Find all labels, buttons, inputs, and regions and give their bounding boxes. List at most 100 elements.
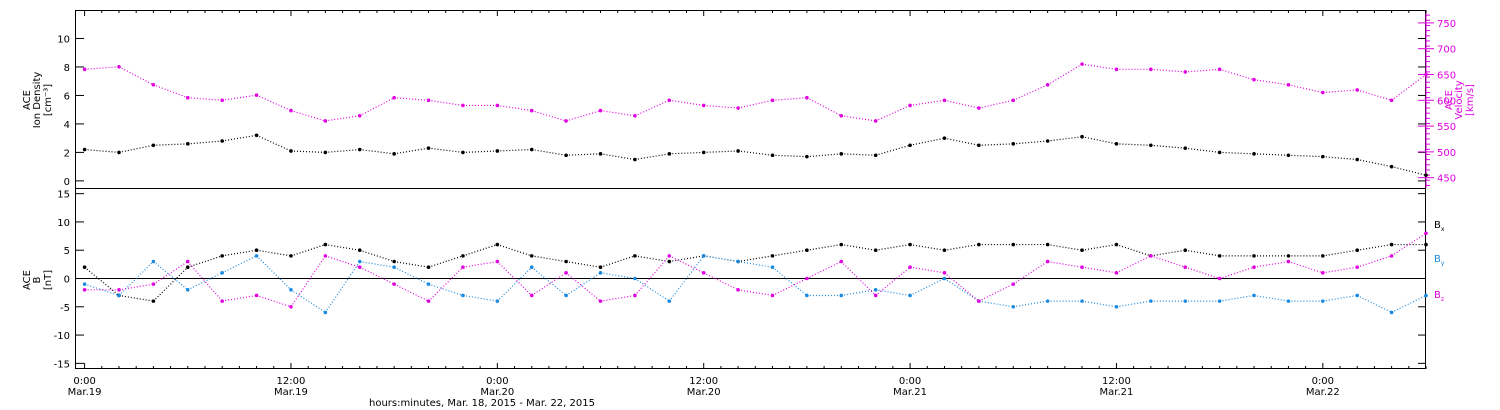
- field-bz-trace: [840, 261, 877, 296]
- velocity-trace: [118, 66, 154, 86]
- field-bz-trace: [325, 255, 360, 268]
- field-bz-trace: [1219, 266, 1255, 280]
- field-axis-label: ACE B [nT]: [22, 270, 54, 290]
- field-bx-trace: [84, 266, 120, 296]
- field-bx-trace: [187, 255, 223, 268]
- density-axis-label: ACE Ion Density [cm⁻³]: [22, 72, 54, 129]
- ion-density-trace: [1081, 136, 1117, 145]
- field-axis-ticks: -15 -10 -5 0 5 10 15: [54, 190, 1426, 370]
- velocity-trace: [875, 104, 911, 122]
- ion-density-trace: [1013, 140, 1048, 145]
- velocity-point: [598, 108, 603, 113]
- density-tick-label: 2: [64, 148, 70, 159]
- field-bz-trace: [909, 266, 945, 274]
- field-bz-trace: [496, 261, 533, 296]
- field-bx-trace: [428, 255, 464, 268]
- velocity-trace: [1081, 63, 1117, 70]
- field-bz-trace: [806, 260, 842, 280]
- field-by-trace: [256, 255, 292, 291]
- velocity-trace: [359, 97, 395, 117]
- ion-density-trace: [806, 153, 842, 158]
- field-bx-trace: [909, 243, 945, 251]
- ion-density-trace: [359, 148, 395, 155]
- time-tick-label: 12:00: [1102, 376, 1131, 387]
- velocity-trace: [600, 110, 636, 117]
- field-bz-trace: [187, 261, 223, 302]
- field-bz-trace: [1116, 255, 1152, 274]
- ion-density-trace: [256, 134, 292, 152]
- field-by-point: [117, 293, 121, 298]
- field-bx-point: [1389, 242, 1394, 247]
- field-bx-point: [1252, 254, 1256, 258]
- velocity-trace: [394, 97, 429, 101]
- field-tick-label: 15: [57, 190, 70, 201]
- density-label-line-2: Ion Density: [32, 72, 43, 129]
- ion-density-trace: [1047, 136, 1083, 142]
- density-tick-label: 4: [64, 120, 70, 131]
- velocity-tick-label: 750: [1437, 19, 1456, 30]
- field-by-trace: [221, 255, 257, 274]
- velocity-point: [1424, 72, 1428, 77]
- field-by-point: [1183, 299, 1188, 303]
- ion-density-trace: [1322, 156, 1358, 161]
- ion-density-trace: [531, 148, 567, 156]
- velocity-trace: [1253, 79, 1289, 86]
- ion-density-trace: [738, 150, 773, 156]
- field-by-trace: [462, 294, 498, 302]
- field-by-trace: [118, 261, 154, 296]
- field-bz-trace: [1253, 260, 1289, 268]
- field-by-trace: [1081, 300, 1117, 308]
- velocity-point: [1252, 77, 1256, 82]
- field-bx-trace: [566, 260, 601, 268]
- field-bz-point: [1321, 271, 1325, 275]
- velocity-point: [1080, 62, 1084, 66]
- field-by-trace: [290, 289, 326, 313]
- velocity-trace: [1047, 63, 1083, 86]
- velocity-point: [495, 103, 500, 108]
- velocity-point: [1286, 83, 1291, 87]
- ion-density-trace: [153, 143, 188, 146]
- date-tick-label: Mar.20: [480, 387, 514, 398]
- velocity-trace: [1219, 68, 1255, 81]
- field-bz-trace: [772, 277, 808, 297]
- time-axis-ticks: 0:00Mar.1912:00Mar.190:00Mar.2012:00Mar.…: [68, 10, 1427, 398]
- ion-density-point: [1424, 173, 1428, 177]
- date-tick-label: Mar.22: [1306, 387, 1340, 398]
- velocity-trace: [187, 97, 223, 101]
- ion-density-trace: [1288, 154, 1323, 158]
- field-by-trace: [324, 261, 361, 313]
- velocity-tick-label: 500: [1437, 148, 1456, 159]
- ion-density-trace: [1185, 147, 1220, 153]
- field-by-point: [1252, 293, 1256, 298]
- time-tick-label: 0:00: [486, 376, 508, 387]
- velocity-label-line-1: ACE: [1444, 90, 1455, 110]
- legend-bz: Bz: [1434, 290, 1444, 303]
- field-by-trace: [668, 255, 705, 302]
- field-bz-trace: [634, 255, 670, 296]
- ion-density-trace: [772, 154, 807, 158]
- field-by-trace: [153, 261, 189, 291]
- field-by-trace: [738, 260, 773, 268]
- velocity-tick-label: 450: [1437, 174, 1456, 185]
- time-tick-label: 0:00: [73, 376, 95, 387]
- density-label-line-3: [cm⁻³]: [43, 84, 54, 116]
- field-by-trace: [393, 266, 429, 285]
- ion-density-trace: [669, 151, 704, 155]
- ion-density-trace: [978, 143, 1014, 146]
- velocity-trace: [531, 110, 567, 122]
- field-bz-trace: [1047, 260, 1083, 268]
- field-bz-trace: [1012, 261, 1048, 285]
- field-by-trace: [944, 277, 980, 302]
- field-bz-trace: [153, 261, 189, 285]
- ion-density-trace: [600, 153, 636, 161]
- velocity-trace: [153, 84, 188, 99]
- field-by-trace: [909, 277, 945, 297]
- ion-density-trace: [909, 137, 945, 146]
- ion-density-trace: [875, 144, 911, 156]
- field-bz-trace: [703, 272, 739, 291]
- field-by-trace: [359, 260, 395, 268]
- velocity-trace: [634, 99, 670, 117]
- velocity-point: [701, 103, 706, 108]
- ion-density-point: [1321, 154, 1325, 159]
- time-tick-label: 12:00: [277, 376, 306, 387]
